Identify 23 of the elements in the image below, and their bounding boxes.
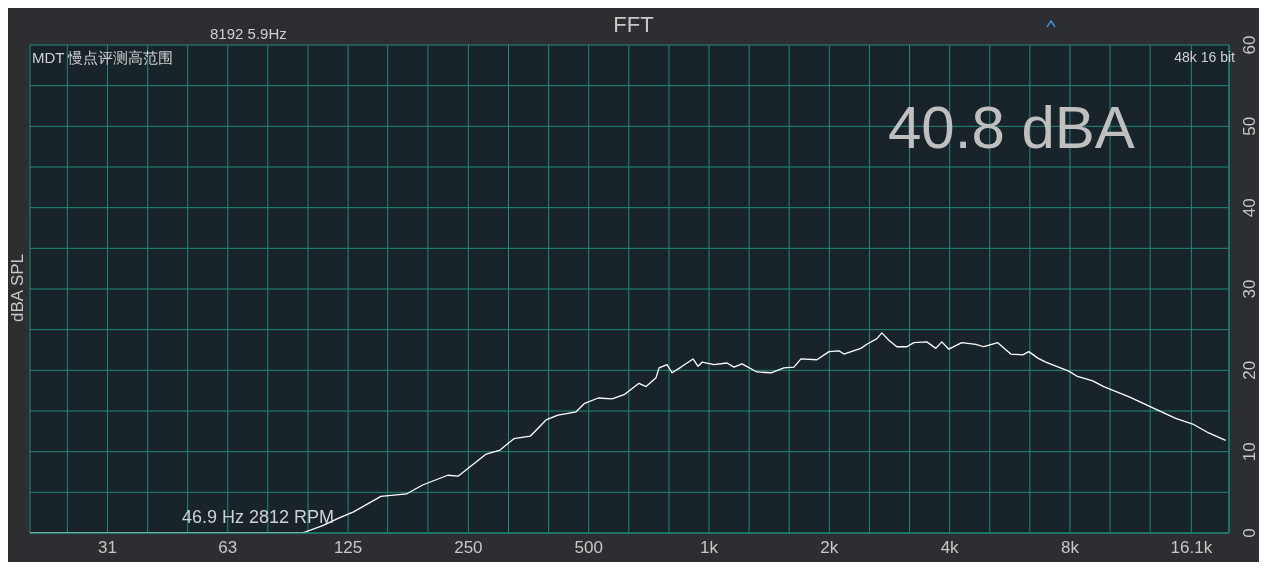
x-tick-label: 2k	[820, 538, 839, 558]
y-tick-label: 60	[1239, 35, 1259, 55]
annotation: 48k 16 bit	[1174, 49, 1235, 65]
x-tick-label: 63	[218, 538, 238, 558]
chart-title: FFT	[613, 12, 654, 37]
annotation: 46.9 Hz 2812 RPM	[182, 507, 335, 527]
x-tick-label: 1k	[700, 538, 719, 558]
y-tick-label: 10	[1239, 442, 1259, 462]
annotation: MDT 慢点评测高范围	[32, 49, 174, 66]
y-tick-label: 20	[1239, 360, 1259, 380]
x-tick-label: 8k	[1060, 538, 1080, 558]
y-tick-label: 0	[1239, 528, 1259, 538]
text: 8192 5.9Hz	[210, 25, 287, 42]
y-tick-label: 40	[1239, 198, 1259, 218]
y-tick-label: 50	[1239, 116, 1259, 136]
x-tick-label: 125	[333, 538, 363, 558]
x-tick-label: 31	[98, 538, 117, 558]
x-tick-label: 250	[454, 538, 483, 558]
y-tick-label: 30	[1239, 279, 1259, 299]
x-tick-label: 4k	[940, 538, 960, 558]
y-axis-title: dBA SPL	[8, 252, 28, 325]
x-tick-label: 500	[574, 538, 603, 558]
x-tick-label: 16.1k	[1170, 538, 1213, 558]
